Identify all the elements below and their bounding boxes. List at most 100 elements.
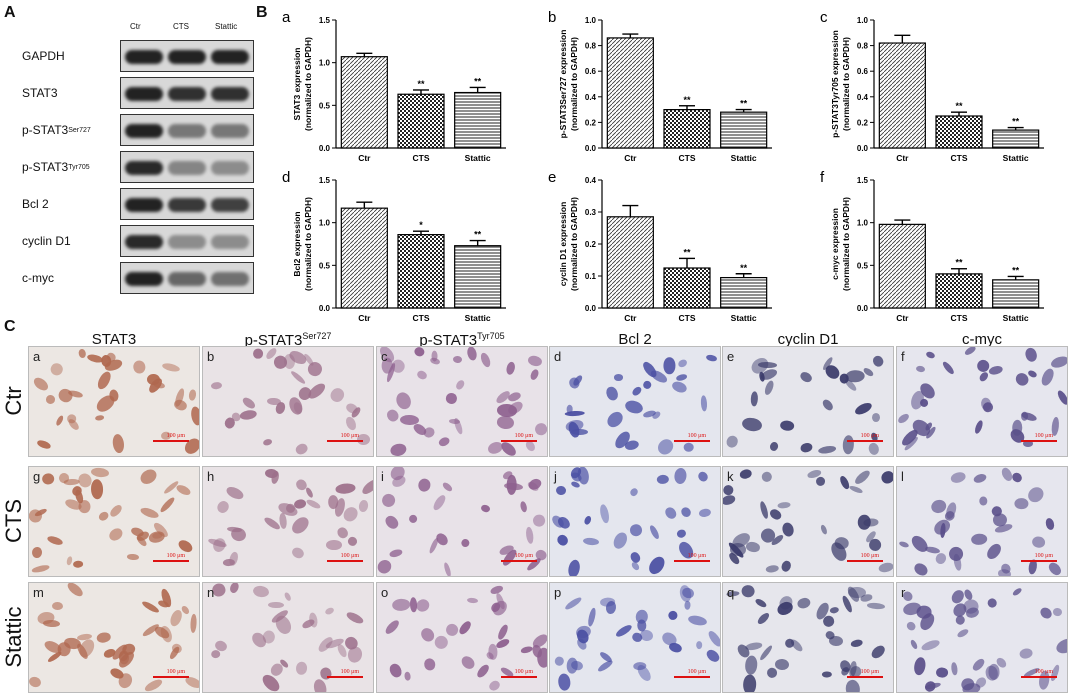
x-category-label: Stattic — [731, 313, 757, 323]
cell-shape — [637, 619, 647, 632]
cell-shape — [765, 564, 780, 574]
blot-band — [125, 198, 163, 212]
micrograph-tile: o 100 μm — [376, 582, 548, 693]
scale-bar-label: 100 μm — [514, 553, 533, 559]
cell-shape — [604, 385, 620, 403]
column-header-text: p-STAT3 — [244, 332, 303, 349]
chart-f: f 0.0 0.5 1.0 1.5 c-myc expression (normalized… — [800, 168, 1060, 331]
y-axis-label: Bcl2 expression — [292, 211, 302, 276]
cell-shape — [215, 498, 231, 515]
cell-shape — [915, 365, 926, 374]
cell-shape — [1046, 560, 1064, 576]
chart-svg: e 0.0 0.1 0.2 0.3 0.4 cyclin D1 expression (nor… — [548, 169, 772, 323]
cell-shape — [673, 467, 688, 485]
cell-shape — [683, 600, 691, 610]
cell-shape — [985, 541, 1004, 562]
cell-shape — [46, 394, 56, 404]
chart-letter: a — [282, 9, 291, 26]
blot-strip — [120, 225, 254, 257]
bar — [935, 115, 983, 149]
cell-shape — [941, 360, 956, 376]
cell-shape — [1023, 440, 1033, 447]
cell-shape — [403, 671, 411, 681]
y-tick-label: 0.3 — [585, 208, 597, 217]
cell-shape — [624, 439, 640, 452]
cell-shape — [531, 513, 547, 528]
y-axis-label-unit: (normalized to GAPDH) — [569, 37, 579, 131]
cell-shape — [158, 496, 176, 515]
cell-shape — [137, 467, 160, 487]
cell-shape — [283, 353, 295, 370]
column-header: p-STAT3Ser727 — [208, 331, 368, 349]
cell-shape — [31, 546, 43, 559]
cell-shape — [442, 561, 453, 576]
chart-e: e 0.0 0.1 0.2 0.3 0.4 cyclin D1 expression (nor… — [528, 168, 788, 331]
cell-shape — [385, 407, 401, 424]
cell-shape — [741, 584, 756, 599]
chart-c: c 0.0 0.2 0.4 0.6 0.8 1.0 p-STAT3Tyr705 express… — [800, 8, 1060, 171]
scale-bar-label: 100 μm — [1034, 553, 1053, 559]
cell-shape — [384, 618, 402, 636]
cell-shape — [427, 536, 441, 555]
scale-bar — [501, 440, 537, 442]
micrograph-tile: b 100 μm — [202, 346, 374, 457]
cell-shape — [253, 348, 264, 360]
blot-band — [211, 161, 249, 175]
cell-shape — [934, 551, 948, 566]
cell-shape — [1037, 604, 1054, 621]
cell-shape — [379, 491, 398, 510]
cell-shape — [878, 561, 893, 574]
panel-b-letter: B — [256, 4, 268, 21]
x-category-label: Stattic — [465, 153, 491, 163]
scale-bar — [327, 676, 363, 678]
cell-shape — [870, 642, 888, 660]
row-header: Stattic — [1, 606, 26, 668]
cell-shape — [817, 444, 837, 455]
cell-shape — [819, 524, 828, 536]
y-tick-label: 1.0 — [585, 16, 597, 25]
micrograph-tile: m 100 μm — [28, 582, 200, 693]
blot-band — [168, 235, 206, 249]
y-axis-label: STAT3 expression — [292, 48, 302, 121]
y-axis-label: p-STAT3Tyr705 expression — [830, 30, 840, 138]
cell-shape — [304, 486, 315, 499]
blot-band — [211, 87, 249, 101]
cell-shape — [41, 472, 56, 485]
cell-shape — [31, 375, 50, 394]
cell-shape — [142, 676, 164, 692]
cell-shape — [557, 672, 572, 691]
scale-bar-label: 100 μm — [166, 433, 185, 439]
cell-shape — [283, 591, 293, 602]
cell-shape — [391, 598, 411, 612]
scale-bar — [501, 560, 537, 562]
significance-mark: ** — [683, 95, 691, 105]
cell-shape — [466, 597, 479, 605]
cell-shape — [897, 412, 911, 425]
y-tick-label: 0.0 — [857, 144, 869, 153]
cell-shape — [459, 653, 477, 671]
cell-shape — [383, 513, 402, 531]
cell-shape — [519, 500, 529, 514]
column-header-sup: Ser727 — [302, 331, 332, 341]
x-category-label: Ctr — [624, 153, 637, 163]
micrograph-tile: g 100 μm — [28, 466, 200, 577]
x-category-label: Stattic — [465, 313, 491, 323]
cell-shape — [763, 379, 776, 396]
y-tick-label: 0.4 — [857, 93, 869, 102]
y-tick-label: 0.0 — [319, 304, 331, 313]
cell-shape — [675, 528, 687, 539]
cell-shape — [377, 556, 395, 576]
bar — [935, 273, 983, 309]
cell-shape — [288, 514, 312, 537]
cell-shape — [228, 583, 240, 595]
cell-shape — [683, 443, 695, 453]
y-axis-label-unit: (normalized to GAPDH) — [303, 37, 313, 131]
significance-mark: ** — [740, 263, 748, 273]
bar — [397, 234, 445, 309]
chart-letter: e — [548, 169, 556, 186]
column-header-text: c-myc — [962, 331, 1002, 348]
cell-shape — [571, 428, 589, 436]
scale-bar-label: 100 μm — [1034, 433, 1053, 439]
y-axis-label: c-myc expression — [830, 208, 840, 280]
chart-d: d 0.0 0.5 1.0 1.5 Bcl2 expression (normalized … — [262, 168, 522, 331]
